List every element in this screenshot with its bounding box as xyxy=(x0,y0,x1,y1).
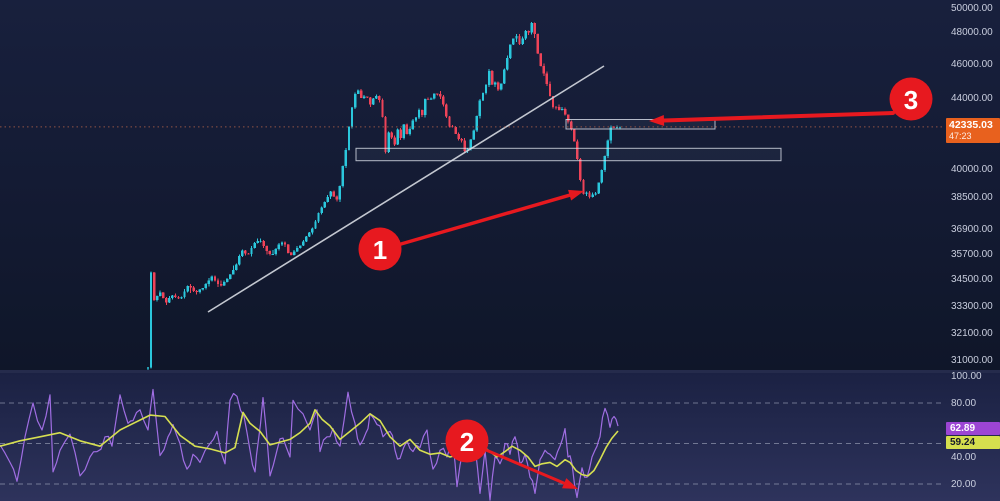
price-axis-tick: 46000.00 xyxy=(951,59,993,71)
price-zone-rectangle-1 xyxy=(565,119,716,130)
pane-separator[interactable] xyxy=(0,370,1000,373)
annotation-circle-1: 1 xyxy=(358,227,402,271)
price-pane-background[interactable] xyxy=(0,0,1000,371)
price-axis-tick: 48000.00 xyxy=(951,27,993,39)
annotation-arrow-1 xyxy=(399,189,584,246)
rsi-axis-tick: 80.00 xyxy=(951,397,977,409)
price-axis-tick: 33300.00 xyxy=(951,300,993,312)
annotation-circle-label: 3 xyxy=(904,85,918,115)
price-axis-tick: 36900.00 xyxy=(951,224,993,236)
rsi-ma-line xyxy=(0,408,619,477)
price-axis-tick: 40000.00 xyxy=(951,163,993,175)
annotation-circle-label: 1 xyxy=(373,235,387,265)
annotation-arrow-2 xyxy=(484,448,578,489)
price-axis-tick: 38500.00 xyxy=(951,192,993,204)
annotation-arrow-3 xyxy=(649,111,895,127)
rsi-axis-tick: 40.00 xyxy=(951,451,977,463)
rsi-axis-tick: 100.00 xyxy=(951,370,982,382)
candles xyxy=(146,21,622,370)
annotation-circle-label: 2 xyxy=(460,427,474,457)
rsi-pane-background[interactable] xyxy=(0,373,1000,501)
rsi-value-label: 62.89 xyxy=(946,421,1000,435)
ascending-trendline xyxy=(207,65,605,313)
current-price-value: 42335.03 xyxy=(949,119,993,131)
annotation-circle-2: 2 xyxy=(445,419,489,463)
annotation-circle-3: 3 xyxy=(889,77,933,121)
rsi-line xyxy=(0,388,619,501)
price-zone-rectangle-2 xyxy=(355,147,782,162)
price-axis-tick: 31000.00 xyxy=(951,354,993,366)
price-axis-tick: 50000.00 xyxy=(951,2,993,14)
price-axis-tick: 35700.00 xyxy=(951,248,993,260)
current-price-label: 42335.03 47:23 xyxy=(946,118,1000,143)
price-axis-tick: 32100.00 xyxy=(951,328,993,340)
rsi-ma-value-label: 59.24 xyxy=(946,435,1000,449)
price-axis-tick: 34500.00 xyxy=(951,274,993,286)
bar-countdown: 47:23 xyxy=(949,131,972,141)
price-axis-tick: 44000.00 xyxy=(951,92,993,104)
rsi-axis-tick: 20.00 xyxy=(951,478,977,490)
